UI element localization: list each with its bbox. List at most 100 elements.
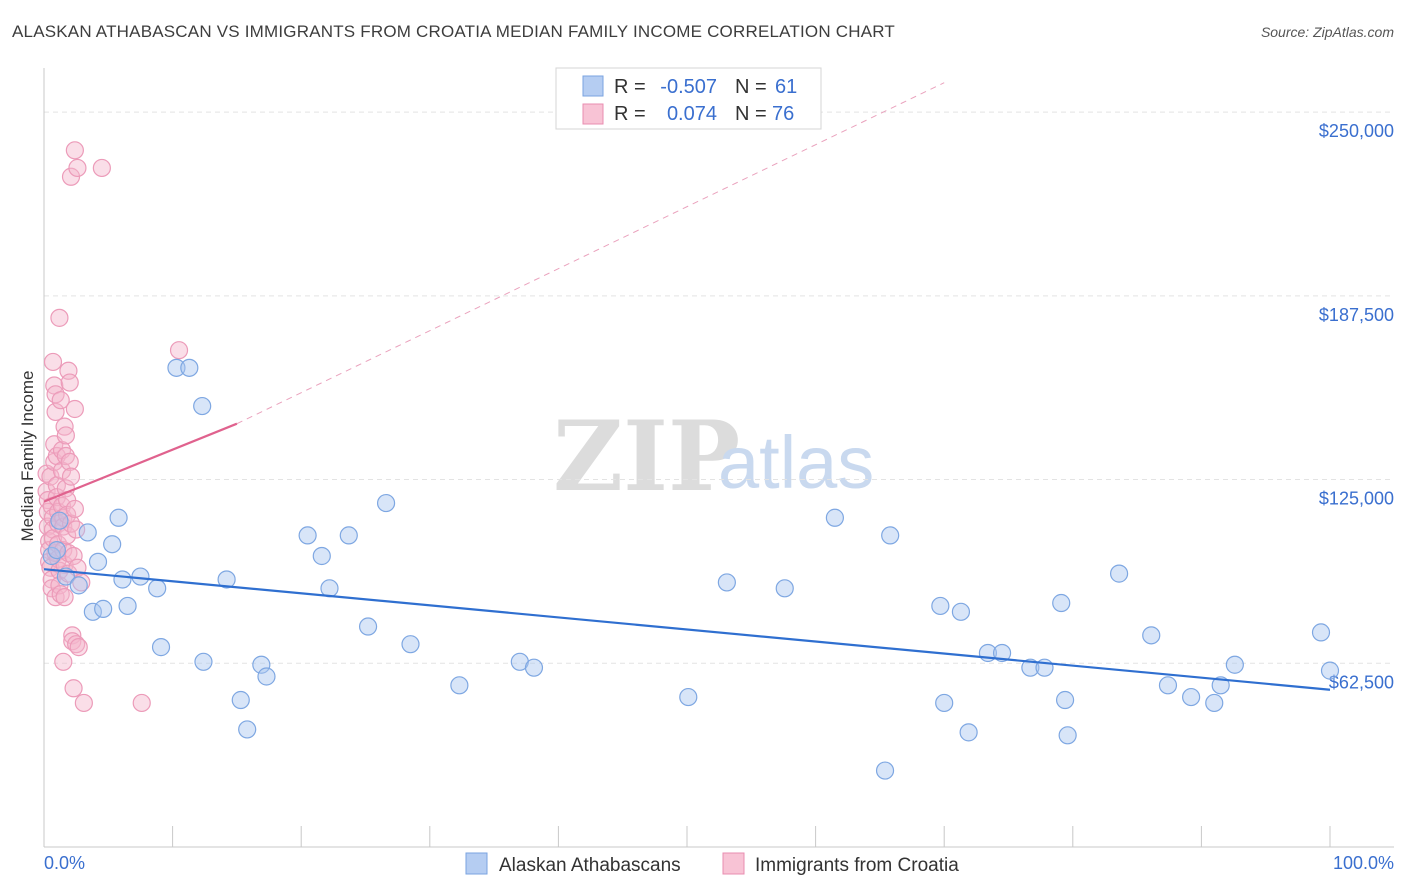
athabascan-point [881, 526, 900, 545]
athabascan-point [717, 573, 736, 592]
croatia-point [54, 652, 73, 671]
watermark-zip: ZIP [553, 400, 740, 513]
croatia-point [55, 588, 74, 607]
athabascan-point [151, 638, 171, 657]
y-tick-label: $187,500 [1319, 305, 1394, 325]
legend-n-label-1: N = [735, 76, 767, 98]
athabascan-point [1211, 676, 1230, 695]
legend-n-value-2: 76 [772, 103, 794, 125]
athabascan-point [118, 596, 137, 616]
athabascan-point [1021, 658, 1040, 677]
athabascan-point [94, 599, 113, 618]
croatia-point [63, 626, 82, 645]
athabascan-point [193, 396, 212, 416]
watermark-atlas: atlas [718, 421, 874, 504]
athabascan-point [238, 720, 257, 739]
croatia-point [67, 520, 86, 539]
athabascan-point [1320, 661, 1340, 680]
croatia-trend-extension [236, 82, 945, 425]
x-tick-label-max: 100.0% [1333, 853, 1394, 873]
athabascan-point [42, 546, 61, 566]
series-legend-athabascan: Alaskan Athabascans [499, 855, 681, 876]
athabascan-trend-line [43, 568, 1331, 691]
source-credit: Source: ZipAtlas.com [1260, 24, 1394, 40]
chart-title: ALASKAN ATHABASCAN VS IMMIGRANTS FROM CR… [12, 22, 895, 41]
athabascan-point [1158, 676, 1178, 695]
croatia-point [65, 399, 84, 419]
athabascan-point [78, 523, 97, 542]
athabascan-point [775, 579, 794, 598]
athabascan-point [992, 643, 1012, 663]
legend-r-label-1: R = [614, 76, 646, 98]
athabascan-point [1205, 693, 1224, 713]
croatia-point [65, 141, 84, 160]
croatia-point [46, 402, 65, 422]
athabascan-point [524, 658, 544, 677]
athabascan-point [339, 526, 358, 545]
croatia-point [51, 391, 70, 410]
legend-swatch-blue [582, 75, 604, 97]
croatia-point [69, 638, 88, 657]
athabascan-point [1052, 593, 1071, 613]
athabascan-point [1055, 690, 1075, 710]
athabascan-point [83, 602, 102, 621]
athabascan-point [88, 552, 108, 571]
croatia-point [64, 679, 83, 698]
croatia-point [38, 517, 57, 536]
croatia-point [74, 693, 93, 713]
athabascan-point [959, 723, 978, 742]
athabascan-point [180, 358, 199, 377]
athabascan-point [298, 526, 317, 545]
legend-n-value-1: 61 [775, 76, 797, 98]
athabascan-point [252, 655, 271, 674]
legend-n-label-2: N = [735, 103, 767, 125]
croatia-point [65, 499, 84, 519]
croatia-point [54, 540, 73, 560]
x-tick-label-min: 0.0% [44, 853, 85, 873]
croatia-point [50, 308, 69, 327]
series-legend-swatch-blue [465, 852, 488, 875]
athabascan-point [231, 690, 250, 710]
croatia-point [61, 514, 81, 533]
athabascan-point [875, 761, 895, 780]
y-axis-ticks: $62,500 $125,000 $187,500 $250,000 [1319, 121, 1394, 692]
athabascan-points [42, 358, 1340, 780]
croatia-point [46, 385, 65, 404]
athabascan-point [312, 546, 331, 566]
croatia-points [37, 141, 189, 713]
y-tick-label: $250,000 [1319, 121, 1394, 141]
athabascan-point [931, 596, 950, 616]
croatia-point [56, 426, 75, 445]
croatia-point [132, 693, 151, 713]
legend-r-value-1: -0.507 [660, 76, 717, 98]
croatia-point [59, 564, 78, 583]
croatia-point [68, 158, 87, 178]
athabascan-point [450, 676, 469, 695]
athabascan-point [320, 579, 339, 598]
series-legend: Alaskan Athabascans Immigrants from Croa… [465, 852, 959, 876]
croatia-point [58, 526, 77, 545]
athabascan-point [50, 511, 69, 530]
athabascan-point [376, 493, 396, 513]
athabascan-point [194, 652, 213, 671]
athabascan-point [148, 579, 167, 598]
gridlines [44, 111, 1394, 664]
athabascan-point [358, 617, 378, 636]
y-axis-label: Median Family Income [18, 370, 37, 541]
athabascan-point [1182, 687, 1201, 707]
croatia-trend-line [43, 422, 238, 503]
legend-r-label-2: R = [614, 103, 646, 125]
series-legend-croatia: Immigrants from Croatia [755, 855, 959, 876]
croatia-point [60, 452, 79, 472]
athabascan-point [825, 508, 844, 527]
athabascan-point [935, 693, 954, 713]
croatia-point [92, 158, 111, 178]
correlation-legend: R = -0.507 N = 61 R = 0.074 N = 76 [555, 67, 822, 130]
croatia-point [64, 546, 83, 566]
athabascan-point [1225, 655, 1244, 674]
x-axis-tick-marks [43, 826, 1331, 847]
croatia-point [61, 467, 81, 486]
croatia-point [60, 373, 79, 392]
trend-lines [43, 82, 1331, 691]
